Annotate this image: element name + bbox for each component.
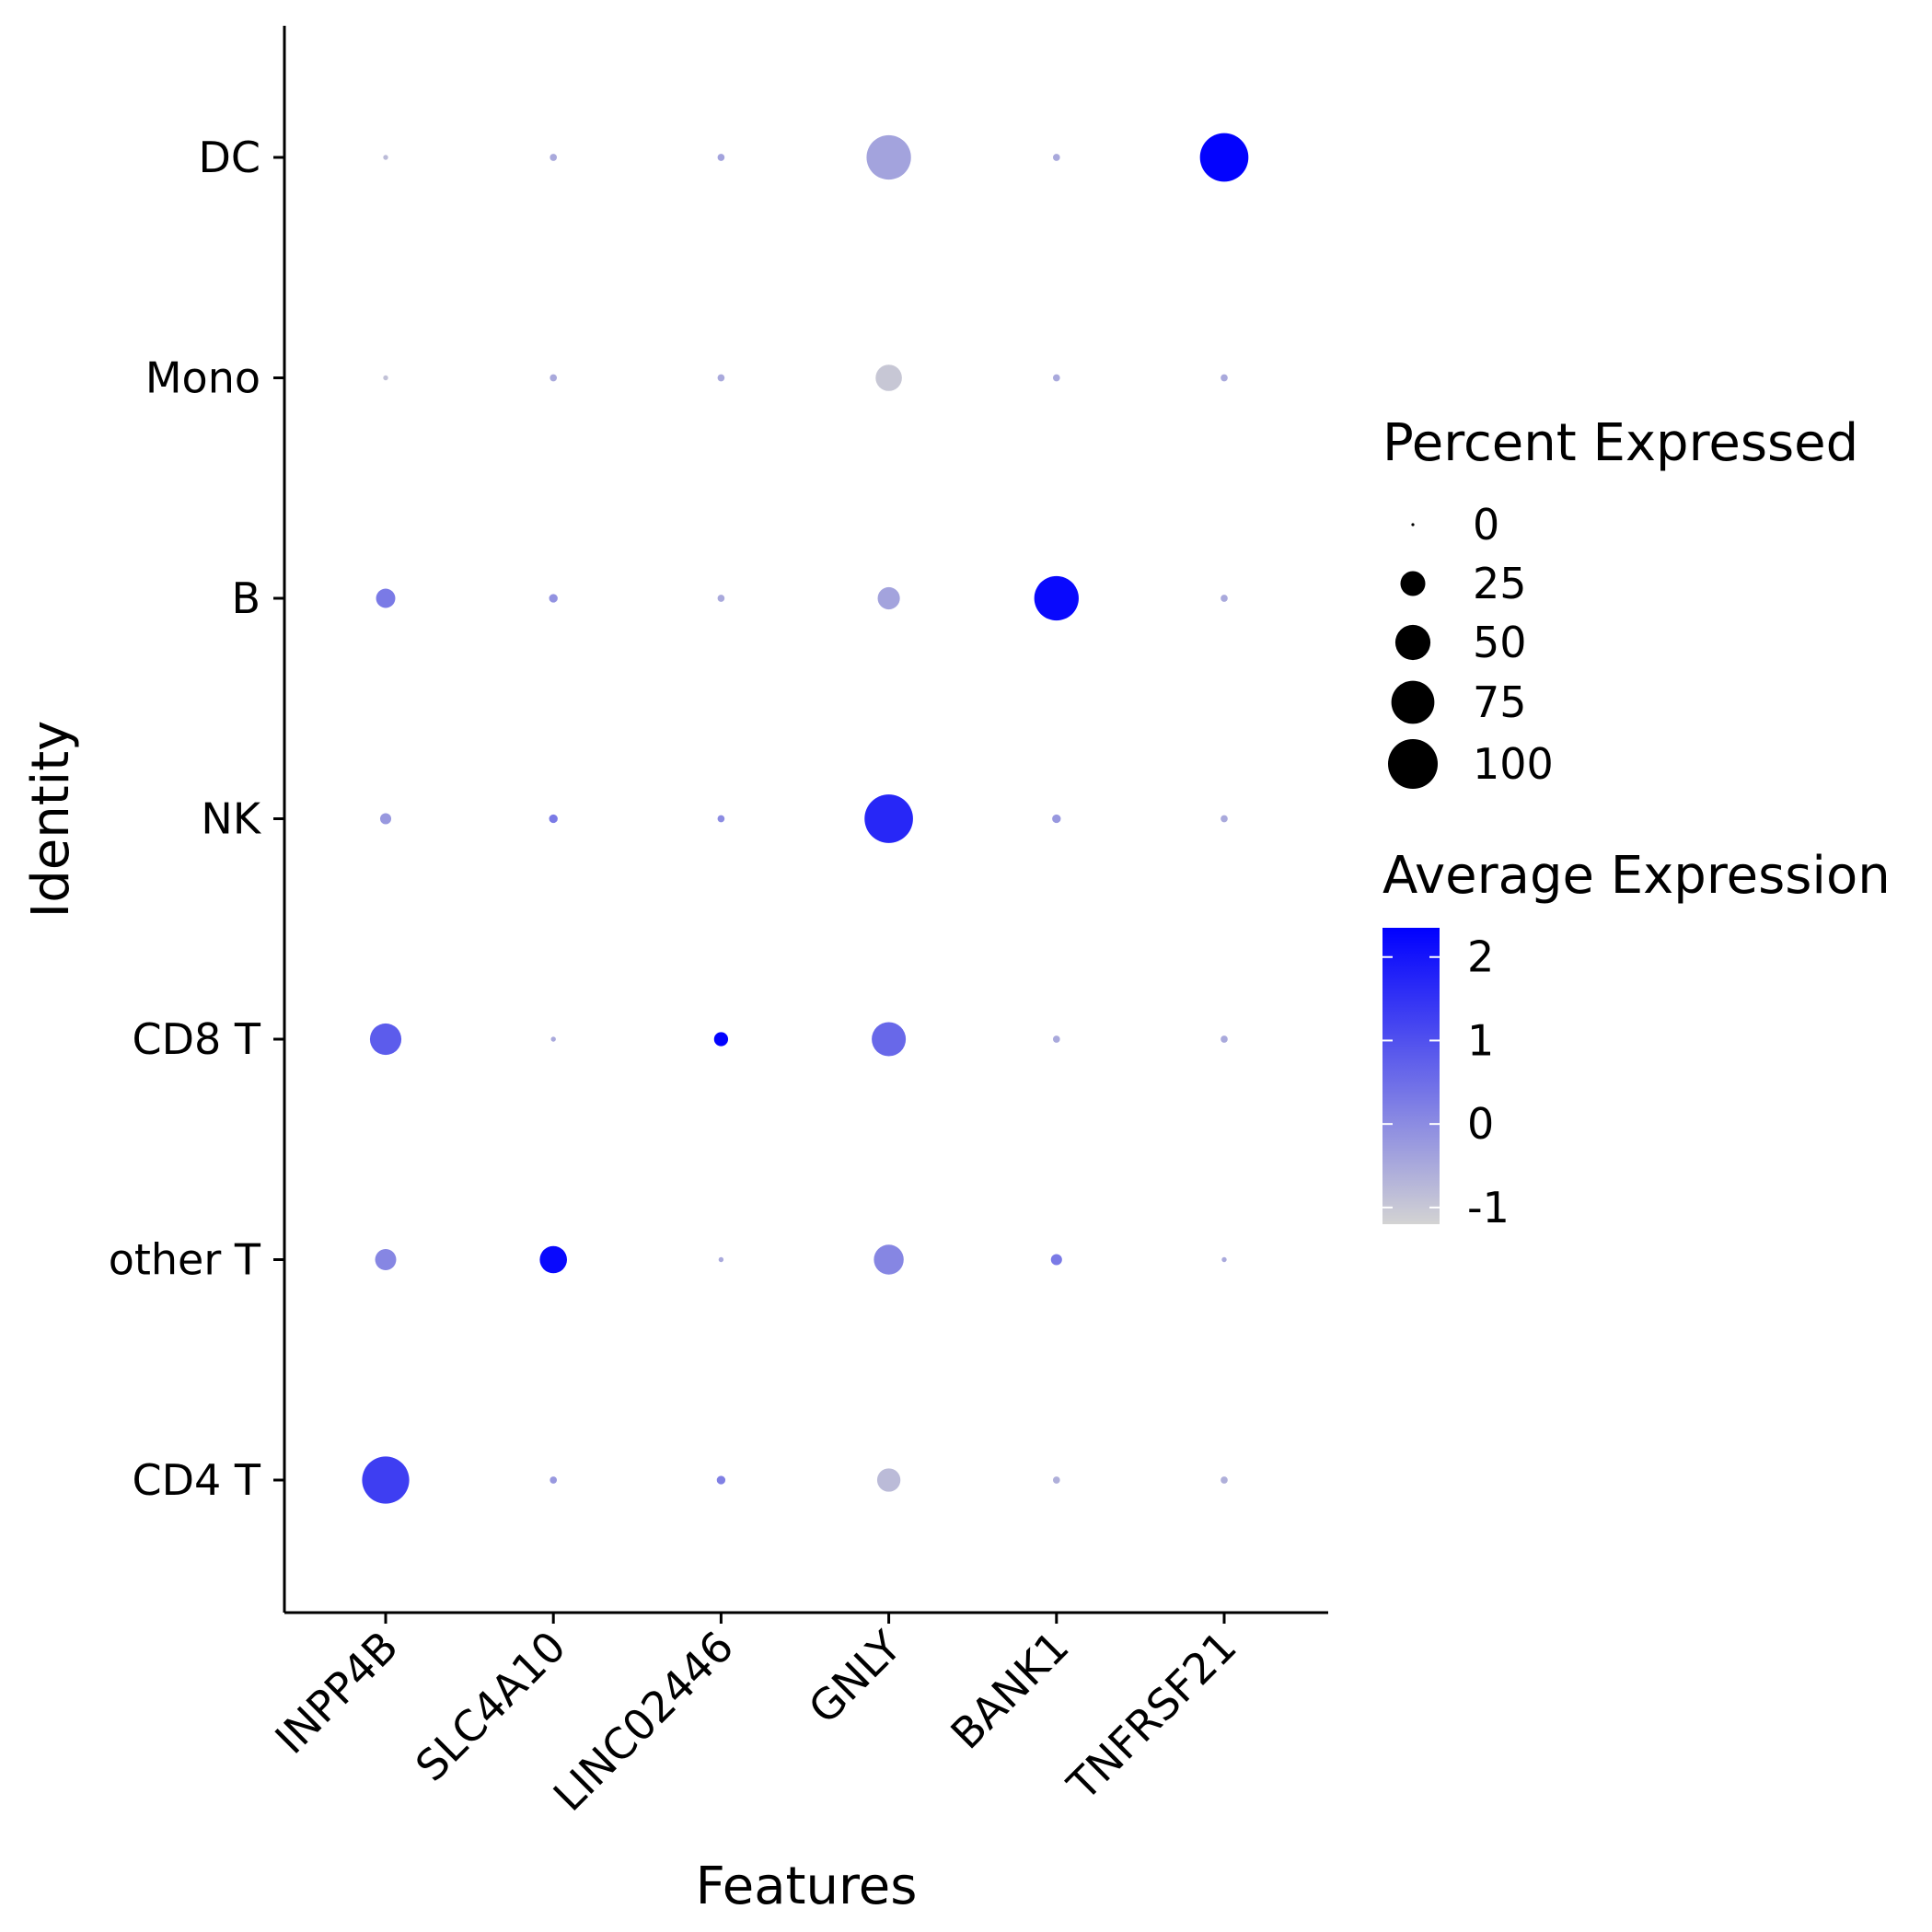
dot — [1052, 1035, 1060, 1043]
color-legend-label: 1 — [1467, 1015, 1494, 1065]
dot — [718, 1256, 724, 1263]
dot — [1052, 154, 1060, 161]
dot — [549, 814, 558, 824]
dot — [864, 794, 913, 843]
dot — [717, 154, 725, 161]
size-legend-label: 0 — [1473, 500, 1499, 550]
dot — [1052, 1476, 1060, 1484]
dots — [362, 133, 1249, 1504]
x-tick-label: BANK1 — [941, 1622, 1078, 1759]
dot — [717, 815, 725, 823]
color-bar — [1382, 928, 1440, 1224]
dot — [539, 1245, 567, 1274]
size-legend-key — [1391, 680, 1435, 724]
dot — [362, 1456, 410, 1504]
size-legend-key — [1388, 739, 1438, 789]
dot — [1052, 374, 1060, 382]
dot — [1199, 133, 1249, 182]
size-legend-key — [1400, 571, 1426, 596]
x-tick-label: SLC4A10 — [406, 1622, 575, 1791]
dot — [866, 134, 911, 180]
y-tick-label: B — [231, 573, 260, 623]
size-legend-label: 25 — [1473, 559, 1527, 608]
size-legend-label: 100 — [1473, 739, 1554, 789]
color-legend-label: 2 — [1467, 932, 1494, 982]
dot — [717, 374, 725, 382]
y-tick-label: Mono — [145, 353, 260, 403]
x-tick-label: INPP4B — [265, 1622, 407, 1764]
dot — [550, 1476, 558, 1484]
dot — [716, 1475, 726, 1485]
size-legend-label: 50 — [1473, 618, 1527, 667]
size-legend-key — [1394, 624, 1431, 661]
y-axis-title: Identity — [21, 721, 81, 919]
dot — [1221, 1035, 1228, 1043]
size-legend-key — [1411, 523, 1415, 526]
dot — [873, 1244, 904, 1275]
dot — [1034, 575, 1079, 621]
dot — [1221, 374, 1228, 382]
dot — [383, 155, 388, 160]
color-legend-label: -1 — [1467, 1183, 1510, 1232]
dot — [1050, 1254, 1062, 1266]
dot — [550, 154, 558, 161]
x-tick-label: TNFRSF21 — [1058, 1622, 1246, 1811]
y-tick-label: CD4 T — [132, 1455, 260, 1505]
dot — [550, 1036, 556, 1042]
dot — [549, 594, 558, 603]
dot — [876, 1468, 901, 1492]
dot — [379, 813, 392, 825]
dot — [1221, 1476, 1228, 1484]
dot — [1221, 815, 1228, 823]
dot — [1221, 1256, 1227, 1263]
color-legend-label: 0 — [1467, 1099, 1494, 1149]
dot — [383, 375, 388, 381]
x-axis-title: Features — [696, 1857, 918, 1916]
dot — [872, 1022, 907, 1057]
y-tick-label: NK — [201, 794, 261, 844]
y-tick-label: other T — [109, 1235, 261, 1285]
dot — [550, 374, 558, 382]
legends: Percent Expressed 0 25 50 75 100 Average Expre… — [1382, 413, 1891, 1232]
dot — [877, 586, 900, 610]
dot — [875, 364, 902, 391]
size-legend-label: 75 — [1473, 677, 1527, 727]
dot — [375, 1249, 397, 1270]
dot — [376, 588, 396, 608]
x-tick-label: GNLY — [799, 1621, 911, 1733]
axes: CD4 T other T CD8 T NK B Mono DC INPP4BSLC4A10L… — [21, 26, 1328, 1916]
color-legend-title: Average Expression — [1382, 846, 1891, 906]
dot — [717, 595, 725, 602]
x-tick-label: LINC02446 — [544, 1622, 743, 1821]
dot — [713, 1032, 729, 1047]
y-tick-label: CD8 T — [132, 1014, 260, 1064]
y-tick-label: DC — [198, 133, 260, 182]
dot — [1052, 814, 1061, 824]
size-legend-title: Percent Expressed — [1382, 413, 1858, 473]
dot — [1221, 595, 1228, 602]
dot — [369, 1023, 402, 1056]
